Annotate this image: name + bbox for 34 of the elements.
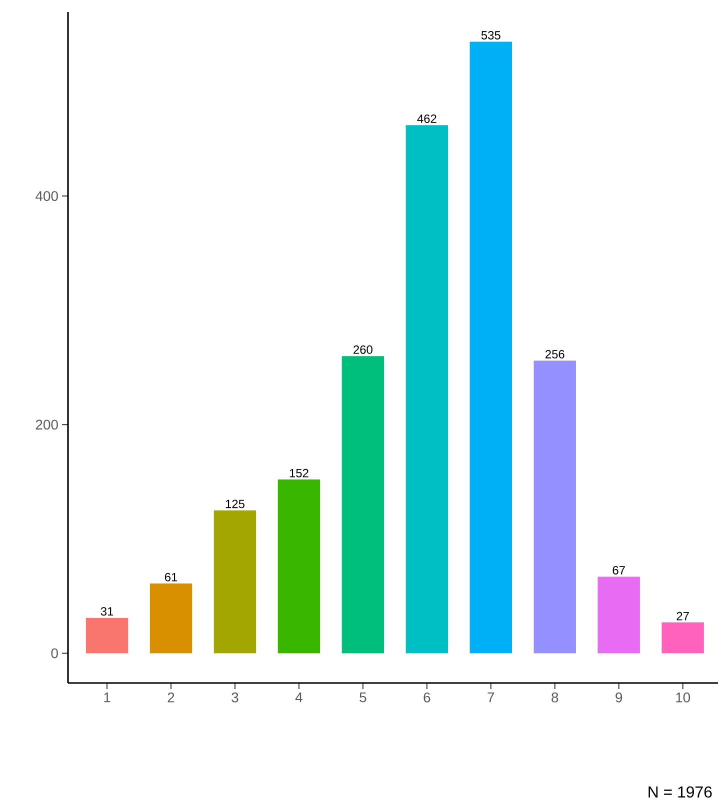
x-tick-label: 5 (360, 692, 366, 702)
bar (598, 576, 640, 654)
bar (662, 622, 704, 654)
x-tick-label: 6 (424, 692, 430, 702)
x-tick-label: 10 (676, 692, 690, 702)
bar (278, 480, 320, 654)
data-label: 125 (226, 500, 245, 508)
data-label: 535 (481, 31, 500, 40)
y-tick-label: 0 (51, 648, 58, 658)
x-tick-label: 3 (232, 692, 238, 702)
data-label: 61 (165, 572, 178, 582)
x-tick-label: 1 (104, 692, 110, 702)
data-label: 152 (290, 468, 308, 478)
data-label: 260 (354, 345, 373, 354)
x-tick-label: 8 (552, 692, 558, 702)
x-tick-label: 9 (616, 692, 622, 702)
bar (470, 42, 512, 654)
x-tick-label: 2 (168, 692, 174, 702)
bar (534, 360, 576, 654)
x-tick-label: 4 (295, 692, 303, 702)
y-tick-label: 400 (36, 191, 58, 201)
bar (214, 510, 256, 654)
bar (150, 584, 192, 654)
data-label: 462 (417, 114, 436, 123)
data-label: 31 (100, 607, 114, 616)
data-label: 27 (676, 612, 689, 620)
text: N = 1976 (648, 786, 712, 798)
bar (406, 125, 448, 654)
x-tick-label: 7 (488, 692, 494, 702)
bar (342, 356, 384, 654)
bar (86, 618, 128, 654)
data-label: 67 (612, 566, 625, 574)
data-label: 256 (546, 350, 564, 358)
y-tick-label: 200 (36, 420, 58, 430)
